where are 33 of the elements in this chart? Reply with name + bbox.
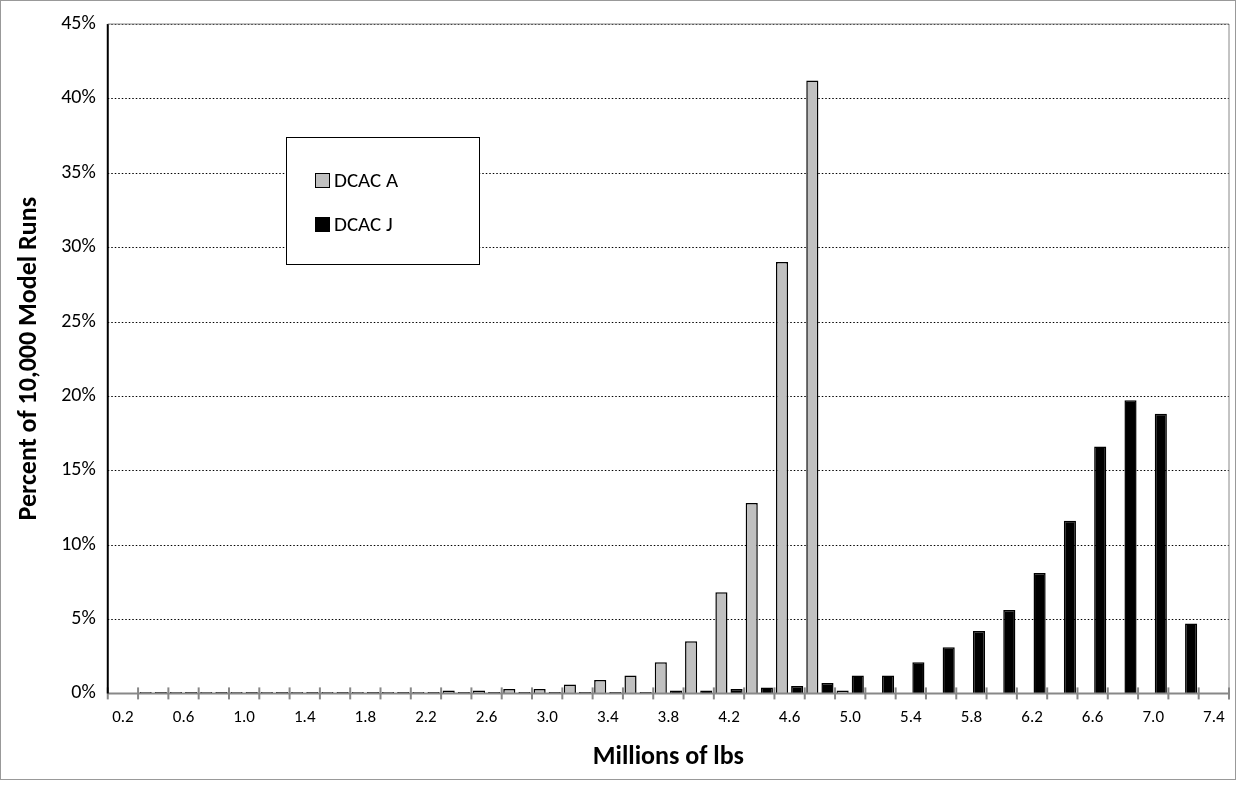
x-tick-label: 5.0 [839, 705, 862, 727]
y-tick-label: 30% [61, 233, 96, 258]
y-tick-label: 35% [61, 158, 96, 183]
x-tick-label: 1.4 [293, 705, 316, 727]
x-tick-label: 5.4 [900, 705, 922, 727]
x-tick-label: 3.0 [536, 705, 559, 727]
x-tick-label: 1.8 [354, 705, 377, 727]
y-tick-label: 45% [61, 10, 96, 34]
legend-label: DCAC A [334, 167, 399, 193]
y-tick-label: 10% [61, 530, 96, 555]
y-tick-label: 0% [71, 679, 96, 704]
x-tick-label: 6.2 [1021, 705, 1043, 727]
legend-label: DCAC J [334, 211, 393, 237]
x-axis-title: Millions of lbs [592, 738, 744, 771]
y-tick-label: 20% [61, 381, 96, 406]
y-axis-title: Percent of 10,000 Model Runs [11, 196, 44, 521]
x-tick-label: 3.8 [657, 705, 680, 727]
x-tick-label: 5.8 [960, 705, 983, 727]
x-tick-label: 2.6 [475, 705, 498, 727]
x-tick-label: 4.2 [718, 705, 740, 727]
x-tick-label: 2.2 [415, 705, 437, 727]
x-tick-label: 4.6 [778, 705, 801, 727]
x-tick-label: 6.6 [1081, 705, 1104, 727]
x-tick-label: 3.4 [597, 705, 619, 727]
y-tick-label: 40% [61, 84, 96, 109]
x-tick-label: 7.4 [1203, 705, 1225, 727]
x-tick-label: 0.2 [112, 705, 134, 727]
x-tick-label: 1.0 [233, 705, 256, 727]
y-tick-label: 5% [71, 605, 96, 630]
x-tick-label: 7.0 [1142, 705, 1165, 727]
y-tick-label: 25% [61, 307, 96, 332]
x-tick-label: 0.6 [172, 705, 195, 727]
y-tick-label: 15% [61, 456, 96, 481]
